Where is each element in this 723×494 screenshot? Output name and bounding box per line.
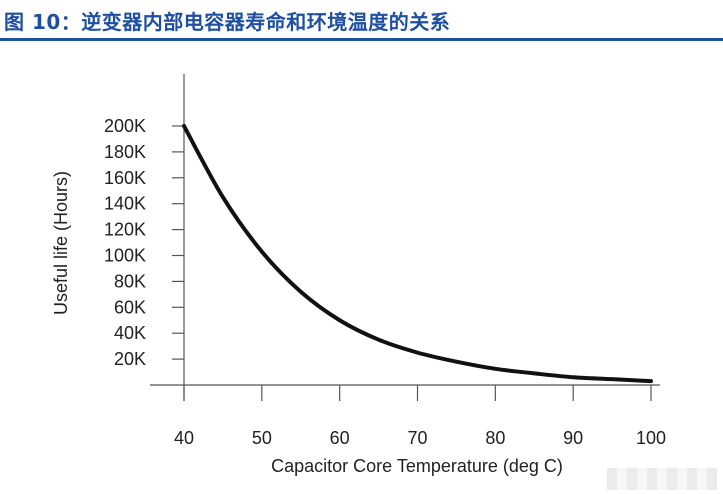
x-tick-label: 90 bbox=[563, 428, 583, 448]
y-axis-title: Useful life (Hours) bbox=[51, 171, 71, 315]
x-tick-label: 100 bbox=[636, 428, 666, 448]
y-tick-label: 180K bbox=[104, 142, 146, 162]
y-tick-label: 200K bbox=[104, 116, 146, 136]
x-axis-title: Capacitor Core Temperature (deg C) bbox=[271, 456, 563, 476]
plot-area bbox=[182, 124, 653, 384]
x-axis-ticks: 40 50 60 70 80 90 100 bbox=[174, 385, 666, 448]
y-tick-label: 100K bbox=[104, 246, 146, 266]
y-axis-ticks: 20K 40K 60K 80K 100K 120K 140K 160K 180K 200K bbox=[104, 116, 184, 369]
y-tick-label: 20K bbox=[114, 349, 146, 369]
x-tick-label: 80 bbox=[485, 428, 505, 448]
y-tick-label: 160K bbox=[104, 168, 146, 188]
x-tick-label: 40 bbox=[174, 428, 194, 448]
y-tick-label: 120K bbox=[104, 220, 146, 240]
title-divider bbox=[0, 38, 723, 41]
watermark-blur bbox=[607, 468, 717, 490]
y-tick-label: 60K bbox=[114, 297, 146, 317]
useful-life-curve bbox=[182, 124, 653, 384]
y-tick-label: 40K bbox=[114, 323, 146, 343]
y-tick-label: 80K bbox=[114, 271, 146, 291]
figure-title: 图 10：逆变器内部电容器寿命和环境温度的关系 bbox=[4, 10, 451, 34]
x-tick-label: 50 bbox=[252, 428, 272, 448]
y-tick-label: 140K bbox=[104, 194, 146, 214]
x-tick-label: 60 bbox=[330, 428, 350, 448]
x-tick-label: 70 bbox=[407, 428, 427, 448]
chart-axes bbox=[150, 74, 660, 401]
